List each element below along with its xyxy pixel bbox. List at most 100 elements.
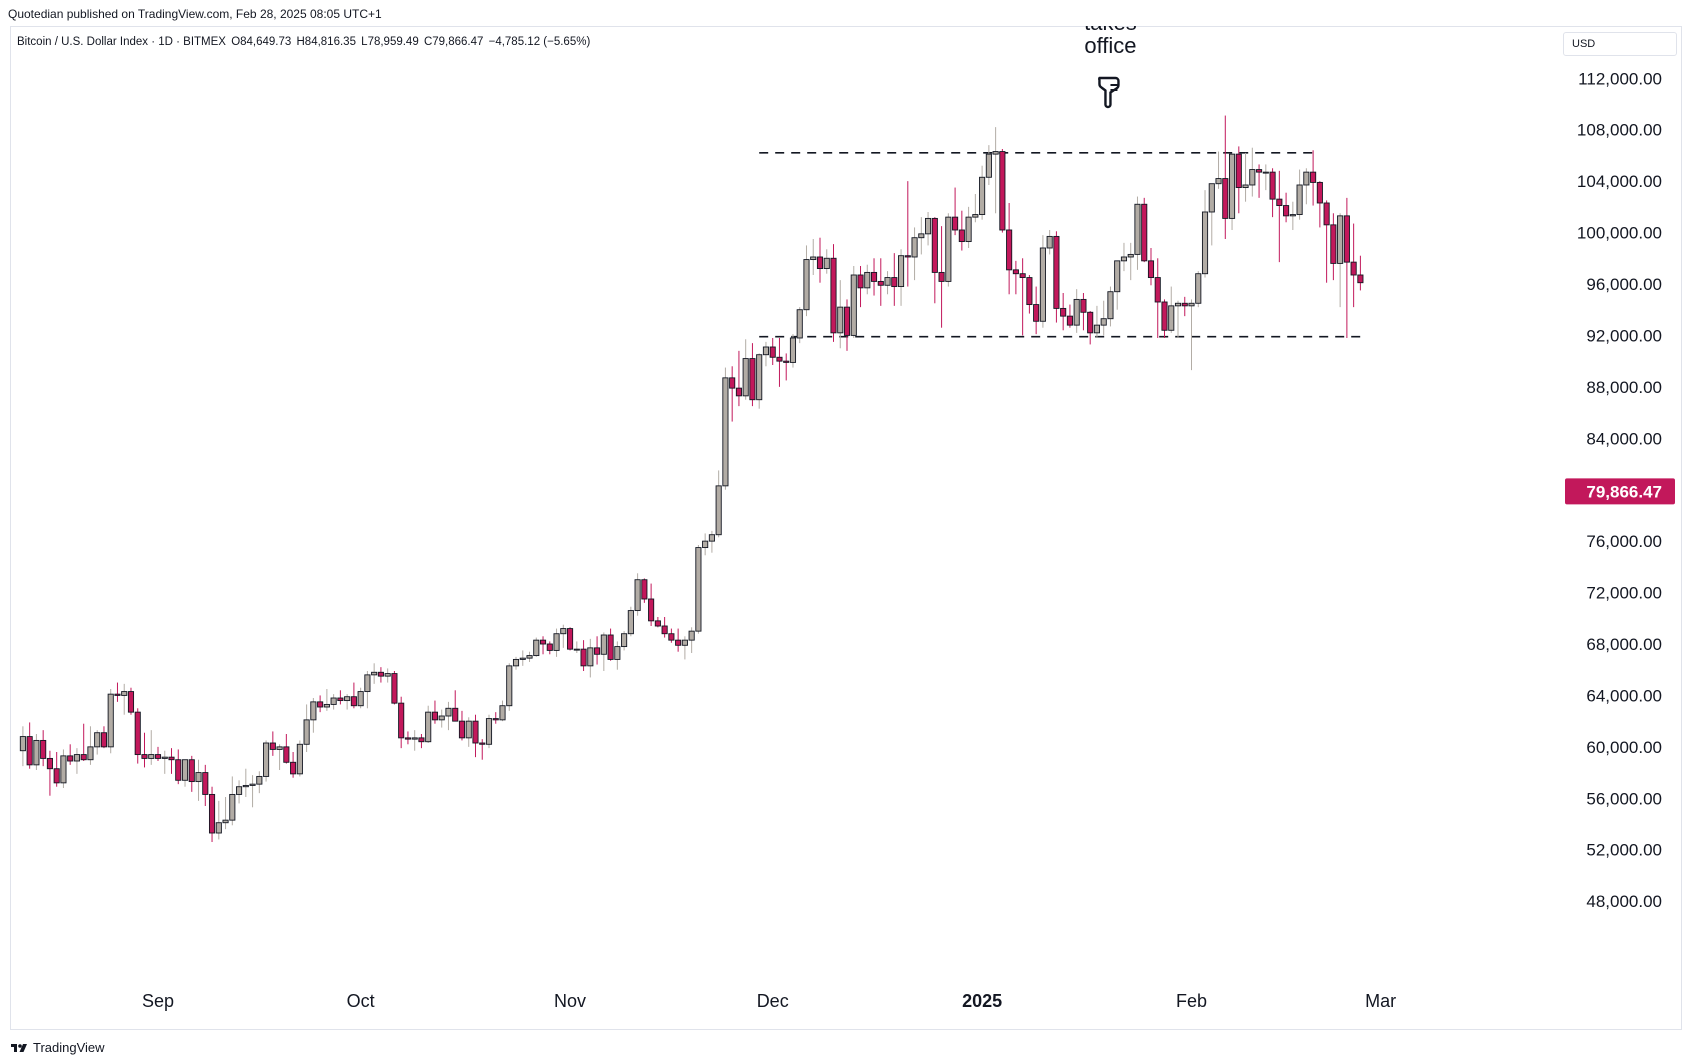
price-tick-label: 100,000.00 [1577, 224, 1662, 243]
candle [1256, 164, 1263, 198]
price-tick-label: 72,000.00 [1586, 584, 1662, 603]
candle [398, 696, 405, 749]
candle-body [1276, 198, 1283, 207]
footer-branding[interactable]: TradingView [10, 1040, 105, 1055]
candle [452, 690, 459, 722]
candle-body [985, 153, 992, 178]
candle [769, 337, 776, 365]
candle-body [729, 377, 736, 389]
candle-body [1046, 235, 1053, 249]
candle [80, 723, 87, 762]
candle [1357, 255, 1364, 291]
candle-body [19, 736, 26, 752]
candle [560, 624, 567, 648]
candle-body [1343, 215, 1350, 263]
candle-body [762, 346, 769, 356]
candle [465, 717, 472, 747]
candle [621, 631, 628, 651]
candle [26, 722, 33, 769]
candle [269, 731, 276, 756]
candle-body [925, 217, 932, 235]
candle-body [296, 743, 303, 775]
candle-body [830, 257, 837, 334]
candle [715, 470, 722, 538]
candle [391, 671, 398, 705]
candle [870, 258, 878, 296]
ohlc-change: −4,785.12 (−5.65%) [488, 36, 591, 48]
candle-body [843, 306, 851, 336]
candle-body [404, 737, 411, 740]
price-tick-label: 88,000.00 [1586, 378, 1662, 397]
ohlc-open: O84,649.73 [231, 36, 292, 48]
candle-body [931, 217, 938, 273]
candle-body [323, 703, 330, 708]
candle [1026, 274, 1033, 314]
candle-body [567, 628, 574, 650]
candle [1147, 247, 1155, 286]
candle-body [1269, 171, 1276, 200]
candle-body [40, 739, 47, 759]
candle [161, 750, 168, 774]
last-price-label: 79,866.47 [1586, 482, 1662, 501]
candle [661, 616, 668, 638]
candle [94, 730, 101, 755]
candle-body [337, 697, 344, 702]
candle-body [607, 634, 614, 660]
candle [594, 636, 601, 665]
candle-body [317, 701, 324, 708]
hand-shape [1097, 76, 1120, 109]
candle [1228, 153, 1236, 230]
candle [803, 245, 810, 317]
candle-body [1262, 171, 1269, 174]
candle-body [702, 540, 709, 549]
candle [276, 744, 283, 771]
candle [1249, 147, 1256, 197]
candle [404, 731, 411, 745]
candle [188, 755, 195, 792]
last-price-tag [1565, 478, 1675, 505]
candle [762, 341, 769, 367]
candle [985, 145, 992, 185]
candle [681, 636, 688, 660]
price-tick-label: 96,000.00 [1586, 275, 1662, 294]
candle-body [715, 485, 722, 536]
candle [1080, 292, 1087, 331]
candle-body [1215, 178, 1222, 185]
candle-body [1127, 253, 1134, 258]
candle [877, 258, 884, 306]
candle [357, 687, 364, 709]
candle-body [154, 754, 162, 759]
candle-body [1330, 224, 1337, 264]
candle-body [789, 337, 797, 363]
candle [168, 748, 175, 774]
candle [1330, 213, 1337, 281]
candle [33, 734, 40, 771]
candle [1235, 146, 1242, 214]
symbol-legend[interactable]: Bitcoin / U.S. Dollar Index · 1D · BITME… [17, 36, 590, 48]
currency-selector[interactable]: USD [1563, 32, 1677, 56]
candle [864, 264, 871, 295]
candle [837, 280, 844, 349]
candle [1093, 305, 1100, 338]
candle-body [546, 643, 553, 651]
candle-body [1141, 203, 1148, 262]
candle-body [1019, 273, 1026, 279]
candle [1087, 310, 1094, 345]
candle [1350, 223, 1357, 308]
candle [539, 636, 547, 655]
candle-body [621, 633, 628, 648]
candle [668, 628, 675, 643]
candle-body [161, 756, 168, 759]
horizontal-lines-layer [759, 152, 1368, 338]
candle [458, 710, 466, 741]
candle-body [195, 772, 202, 783]
candle-body [891, 277, 898, 288]
candle-body [1066, 315, 1073, 326]
candle-body [1222, 178, 1229, 219]
candle-body [33, 739, 40, 766]
candle [371, 663, 378, 684]
candle-body [884, 277, 891, 286]
candle-body [249, 783, 256, 786]
candle-body [560, 628, 567, 635]
